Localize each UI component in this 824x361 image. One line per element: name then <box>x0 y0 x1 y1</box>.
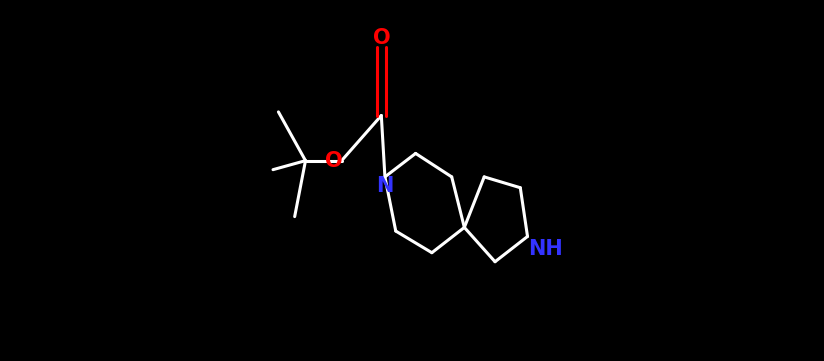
Text: NH: NH <box>528 239 563 259</box>
Text: N: N <box>377 176 394 196</box>
Text: O: O <box>325 151 343 171</box>
Text: O: O <box>372 28 390 48</box>
